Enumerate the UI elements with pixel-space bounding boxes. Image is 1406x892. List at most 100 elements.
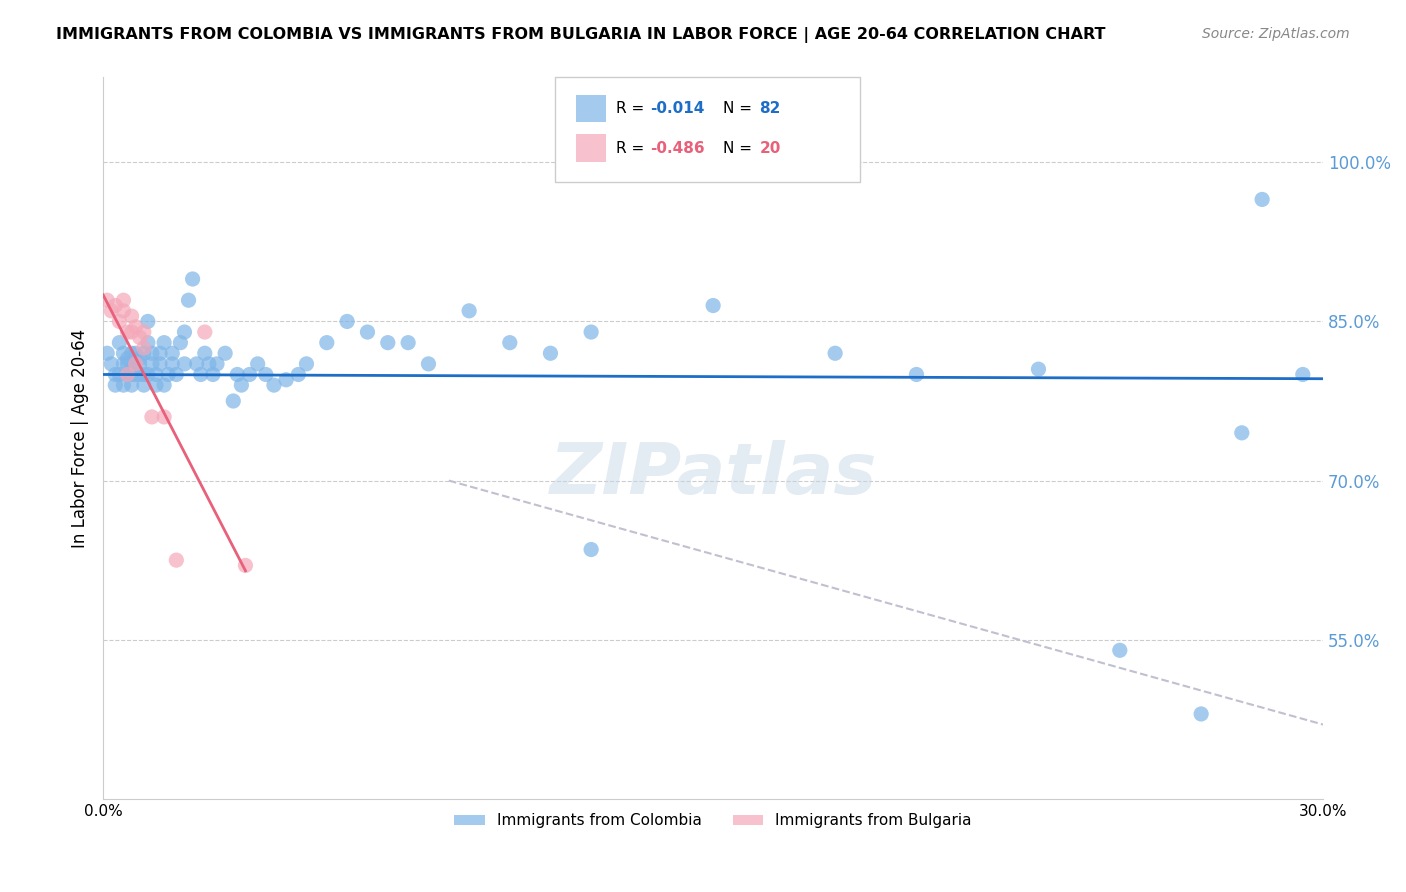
Point — [162, 357, 184, 371]
Point — [276, 373, 298, 387]
Point — [112, 357, 135, 371]
Text: N =: N = — [723, 101, 756, 116]
Point — [96, 346, 118, 360]
Point — [201, 368, 224, 382]
Point — [141, 357, 163, 371]
Point — [177, 293, 200, 308]
Text: 82: 82 — [759, 101, 780, 116]
FancyBboxPatch shape — [576, 95, 606, 122]
Point — [121, 362, 143, 376]
Point — [112, 378, 135, 392]
Point — [108, 335, 131, 350]
Text: Source: ZipAtlas.com: Source: ZipAtlas.com — [1202, 27, 1350, 41]
Point — [132, 341, 155, 355]
Point — [173, 325, 195, 339]
Point — [121, 325, 143, 339]
Point — [104, 378, 127, 392]
Point — [905, 368, 928, 382]
Point — [222, 394, 245, 409]
Text: R =: R = — [616, 141, 648, 155]
Point — [336, 314, 359, 328]
Point — [128, 357, 150, 371]
Text: -0.014: -0.014 — [650, 101, 704, 116]
Point — [540, 346, 562, 360]
Point — [149, 346, 172, 360]
Point — [396, 335, 419, 350]
Point — [181, 272, 204, 286]
Point — [173, 357, 195, 371]
Point — [1230, 425, 1253, 440]
Point — [136, 314, 159, 328]
Point — [117, 368, 139, 382]
Point — [1189, 706, 1212, 721]
FancyBboxPatch shape — [554, 78, 859, 182]
Point — [153, 409, 176, 424]
Point — [263, 378, 285, 392]
Point — [238, 368, 260, 382]
Point — [112, 293, 135, 308]
Point — [194, 325, 217, 339]
Point — [165, 368, 187, 382]
Y-axis label: In Labor Force | Age 20-64: In Labor Force | Age 20-64 — [72, 328, 89, 548]
Point — [186, 357, 208, 371]
Point — [153, 378, 176, 392]
Point — [136, 368, 159, 382]
Point — [194, 346, 217, 360]
Point — [124, 357, 146, 371]
Text: IMMIGRANTS FROM COLOMBIA VS IMMIGRANTS FROM BULGARIA IN LABOR FORCE | AGE 20-64 : IMMIGRANTS FROM COLOMBIA VS IMMIGRANTS F… — [56, 27, 1105, 43]
Point — [145, 368, 167, 382]
Point — [112, 346, 135, 360]
Point — [112, 303, 135, 318]
Point — [128, 351, 150, 366]
Point — [579, 325, 602, 339]
Point — [124, 357, 146, 371]
Text: ZIPatlas: ZIPatlas — [550, 440, 877, 508]
Point — [162, 346, 184, 360]
Point — [315, 335, 337, 350]
Point — [377, 335, 399, 350]
Point — [124, 368, 146, 382]
Point — [169, 335, 191, 350]
Point — [145, 378, 167, 392]
Point — [1251, 193, 1274, 207]
Point — [128, 368, 150, 382]
Point — [141, 346, 163, 360]
Point — [132, 325, 155, 339]
FancyBboxPatch shape — [576, 135, 606, 161]
Point — [132, 378, 155, 392]
Point — [190, 368, 212, 382]
Point — [1028, 362, 1050, 376]
Point — [235, 558, 257, 573]
Point — [287, 368, 309, 382]
Point — [104, 368, 127, 382]
Point — [157, 368, 180, 382]
Point — [702, 299, 724, 313]
Point — [132, 368, 155, 382]
Point — [117, 351, 139, 366]
Point — [824, 346, 846, 360]
Text: 20: 20 — [759, 141, 780, 155]
Point — [418, 357, 440, 371]
Text: N =: N = — [723, 141, 756, 155]
Point — [104, 299, 127, 313]
Point — [1292, 368, 1315, 382]
Point — [198, 357, 221, 371]
Point — [499, 335, 522, 350]
Legend: Immigrants from Colombia, Immigrants from Bulgaria: Immigrants from Colombia, Immigrants fro… — [449, 807, 979, 835]
Point — [128, 330, 150, 344]
Point — [1108, 643, 1130, 657]
Point — [136, 335, 159, 350]
Text: R =: R = — [616, 101, 648, 116]
Point — [132, 346, 155, 360]
Point — [226, 368, 249, 382]
Point — [121, 368, 143, 382]
Point — [205, 357, 228, 371]
Point — [295, 357, 318, 371]
Point — [108, 368, 131, 382]
Point — [121, 309, 143, 323]
Point — [149, 357, 172, 371]
Point — [117, 357, 139, 371]
Point — [100, 303, 122, 318]
Point — [254, 368, 277, 382]
Point — [165, 553, 187, 567]
